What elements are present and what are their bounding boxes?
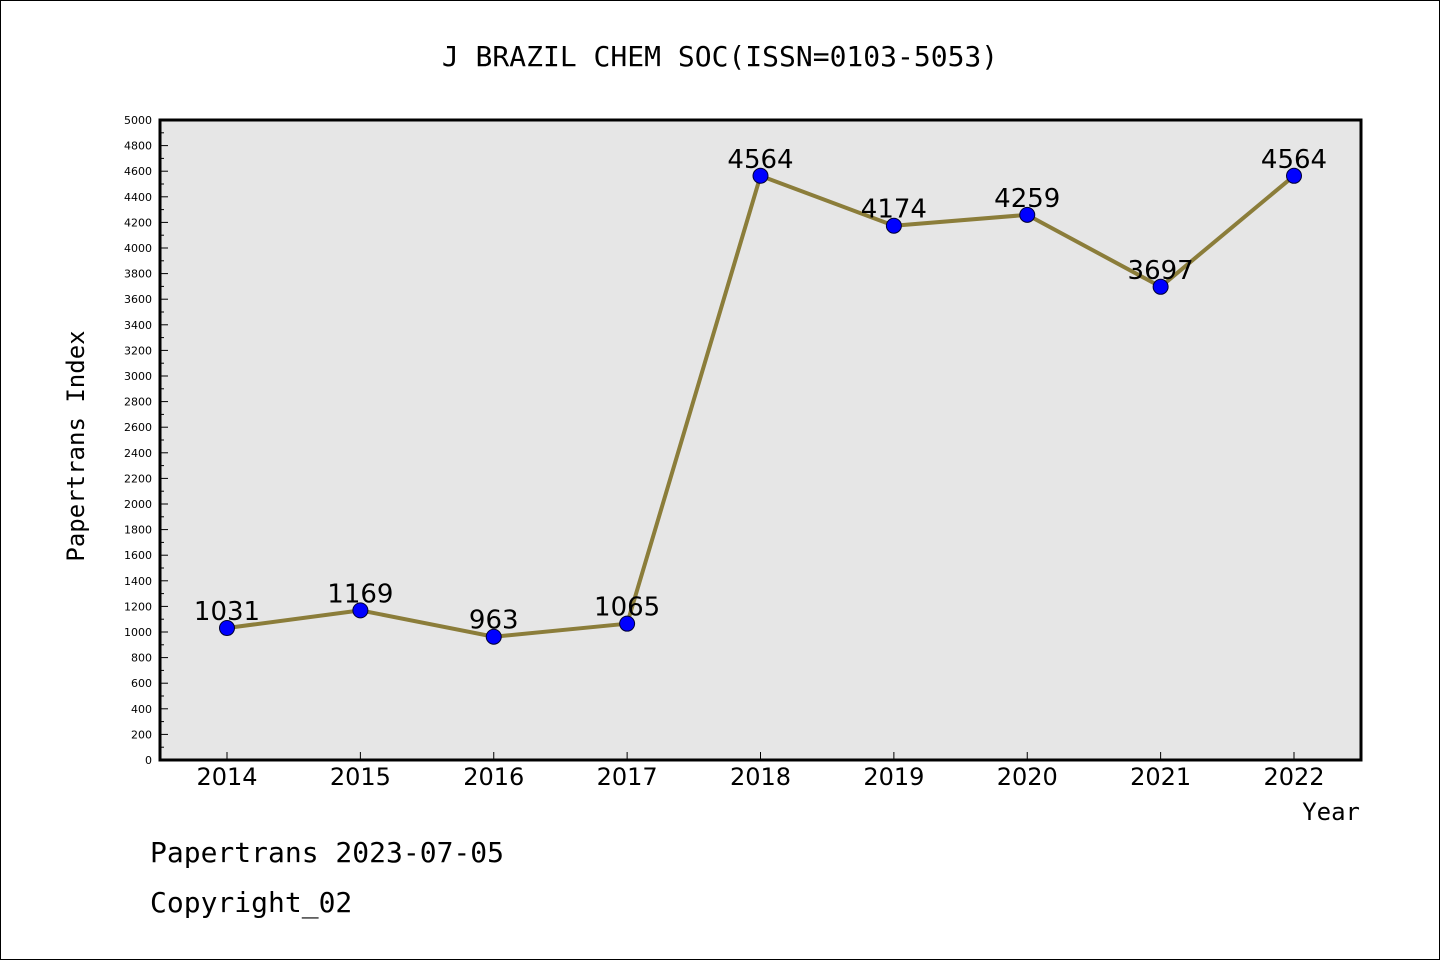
data-point <box>352 602 369 619</box>
footer-date: Papertrans 2023-07-05 <box>150 836 505 869</box>
y-tick-label: 4800 <box>124 140 152 153</box>
y-tick-label: 2400 <box>124 447 152 460</box>
y-tick-label: 2600 <box>124 421 152 434</box>
y-tick-label: 2000 <box>124 498 152 511</box>
data-point <box>219 620 235 637</box>
y-tick-label: 3200 <box>124 344 152 357</box>
y-tick-label: 3400 <box>124 319 152 332</box>
y-tick-label: 2800 <box>124 396 152 409</box>
data-point <box>1019 206 1036 223</box>
y-tick-label: 1200 <box>124 600 152 613</box>
x-tick-label: 2017 <box>597 763 658 791</box>
x-axis-label: Year <box>1302 798 1360 826</box>
data-label: 4564 <box>727 145 793 175</box>
y-tick-label: 4600 <box>124 165 152 178</box>
y-tick-label: 400 <box>131 703 152 716</box>
x-tick-label: 2016 <box>463 763 524 791</box>
data-label: 963 <box>469 606 519 636</box>
y-tick-label: 3600 <box>124 293 152 306</box>
x-tick-label: 2019 <box>863 763 924 791</box>
data-point <box>885 217 902 234</box>
y-tick-label: 5000 <box>124 114 152 127</box>
y-tick-label: 1600 <box>124 549 152 562</box>
x-tick-label: 2018 <box>730 763 791 791</box>
x-tick-label: 2015 <box>330 763 391 791</box>
data-point <box>1152 278 1169 295</box>
x-tick-label: 2014 <box>196 763 257 791</box>
data-label: 4259 <box>994 184 1060 214</box>
chart-title: J BRAZIL CHEM SOC(ISSN=0103-5053) <box>442 40 998 73</box>
data-label: 4564 <box>1261 145 1327 175</box>
y-tick-label: 4400 <box>124 191 152 204</box>
y-tick-label: 2200 <box>124 472 152 485</box>
data-label: 3697 <box>1128 256 1194 286</box>
data-point <box>752 167 769 184</box>
footer-copyright: Copyright_02 <box>150 886 353 919</box>
data-label: 1169 <box>327 579 393 609</box>
y-tick-label: 600 <box>131 677 152 690</box>
data-label: 4174 <box>861 195 927 225</box>
y-tick-label: 4200 <box>124 216 152 229</box>
y-tick-label: 200 <box>131 728 152 741</box>
series: 1031 1169 963 1065 4564 4174 4259 3697 4564 <box>194 145 1327 645</box>
plot-area <box>158 118 1363 762</box>
data-label: 1031 <box>194 597 260 627</box>
y-axis: 0 200 400 600 800 1000 1200 1400 1600 1800 2000 220… <box>124 114 168 767</box>
y-tick-label: 4000 <box>124 242 152 255</box>
y-tick-label: 1000 <box>124 626 152 639</box>
data-point <box>485 628 502 645</box>
data-point <box>619 615 636 632</box>
y-tick-label: 0 <box>145 754 152 767</box>
y-tick-label: 800 <box>131 652 152 665</box>
x-tick-label: 2021 <box>1130 763 1191 791</box>
data-point <box>1286 167 1302 184</box>
y-tick-label: 1800 <box>124 524 152 537</box>
x-tick-label: 2020 <box>997 763 1058 791</box>
y-axis-label: Papertrans Index <box>62 330 90 561</box>
y-tick-label: 3000 <box>124 370 152 383</box>
x-tick-label: 2022 <box>1263 763 1324 791</box>
data-label: 1065 <box>594 593 660 623</box>
y-tick-label: 1400 <box>124 575 152 588</box>
x-axis: 2014 2015 2016 2017 2018 2019 2020 2021 2022 <box>196 752 1325 791</box>
y-tick-label: 3800 <box>124 268 152 281</box>
